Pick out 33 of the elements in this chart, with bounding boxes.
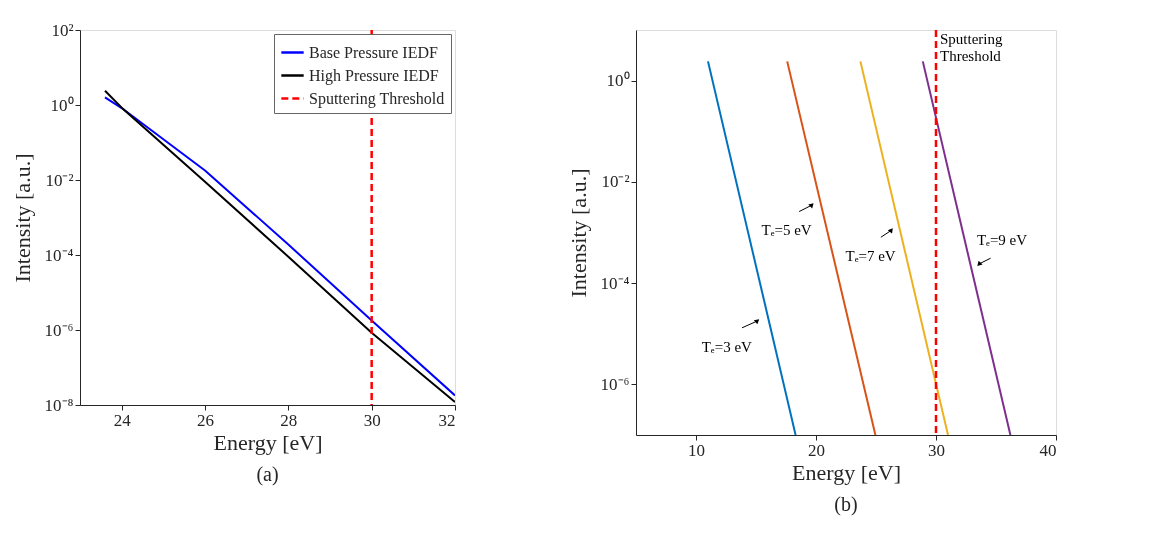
y-tick-label: 10⁻⁴ bbox=[600, 273, 630, 293]
y-tick-label: 10⁻² bbox=[601, 172, 630, 192]
legend-label: High Pressure IEDF bbox=[309, 66, 439, 85]
ref-line-label: Sputtering Threshold bbox=[940, 31, 1003, 64]
x-tick-label: 26 bbox=[197, 410, 214, 430]
y-tick-label: 10⁻⁶ bbox=[44, 320, 74, 340]
x-axis-title: Energy [eV] bbox=[213, 429, 323, 455]
y-tick-label: 10⁻⁶ bbox=[600, 374, 630, 394]
y-tick-label: 10⁻⁴ bbox=[44, 245, 74, 265]
annotation: Tₑ=9 eV bbox=[976, 232, 1028, 249]
annotation: Tₑ=3 eV bbox=[701, 338, 753, 355]
y-axis-title: Intensity [a.u.] bbox=[565, 168, 591, 298]
x-tick-label: 30 bbox=[928, 440, 945, 460]
legend-label: Base Pressure IEDF bbox=[309, 43, 438, 61]
annotation: Tₑ=7 eV bbox=[845, 248, 896, 265]
y-tick-label: 10² bbox=[51, 20, 74, 40]
y-tick-label: 10⁻⁸ bbox=[44, 395, 74, 415]
y-axis-title: Intensity [a.u.] bbox=[9, 153, 35, 283]
y-tick-label: 10⁻² bbox=[45, 170, 74, 190]
text: (a) bbox=[256, 463, 279, 486]
y-tick-label: 10⁰ bbox=[606, 71, 630, 91]
x-tick-label: 30 bbox=[363, 410, 381, 430]
x-tick-label: 10 bbox=[688, 440, 705, 460]
ref-line-label: Sputtering Threshold bbox=[309, 89, 445, 108]
annotation: Tₑ=5 eV bbox=[761, 222, 812, 239]
x-tick-label: 20 bbox=[808, 440, 825, 460]
x-tick-label: 28 bbox=[280, 410, 298, 430]
x-tick-label: 24 bbox=[113, 410, 132, 430]
x-axis-title: Energy [eV] bbox=[792, 459, 901, 485]
x-tick-label: 32 bbox=[438, 410, 456, 430]
y-tick-label: 10⁰ bbox=[50, 95, 74, 115]
text: (b) bbox=[834, 493, 858, 516]
x-tick-label: 40 bbox=[1039, 440, 1057, 460]
